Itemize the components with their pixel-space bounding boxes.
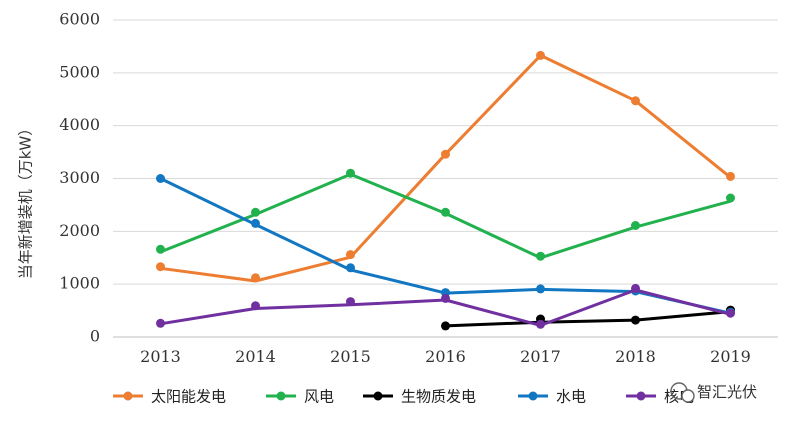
data-point [631,283,640,293]
y-axis-label: 当年新增装机（万kW） [17,121,35,280]
data-point [251,301,260,311]
data-point [631,315,640,325]
series-line [159,53,732,283]
y-tick-label: 3000 [59,168,100,187]
data-point [441,207,450,217]
data-point [156,174,165,183]
legend-swatch-marker [528,391,538,401]
series-4 [156,283,735,329]
data-point [156,262,165,272]
legend-item: 太阳能发电 [113,388,226,406]
y-tick-label: 4000 [59,115,100,134]
legend-item: 风电 [266,388,334,406]
legend-label: 风电 [304,388,334,406]
x-tick-label: 2013 [140,347,181,366]
x-tick-label: 2015 [330,347,371,366]
legend-item: 水电 [518,388,586,406]
data-point [726,193,735,203]
data-point [156,318,165,328]
data-point [346,250,355,260]
legend-swatch-marker [373,391,383,401]
legend-label: 太阳能发电 [151,388,226,406]
legend-label: 水电 [556,388,586,406]
watermark: 智汇光伏 [670,382,757,403]
x-tick-label: 2014 [235,347,276,366]
data-point [726,308,735,318]
y-tick-label: 2000 [59,221,100,240]
data-point [631,221,640,230]
legend: 太阳能发电 风电 生物质发电 水电 核电 [113,388,694,406]
data-point [156,244,165,254]
data-point [251,207,260,217]
series-lines [156,50,735,331]
series-0 [156,50,735,283]
gridlines [113,19,778,338]
y-tick-label: 5000 [59,62,100,81]
y-tick-label: 6000 [59,10,100,29]
data-point [441,293,450,303]
x-tick-label: 2017 [520,347,561,366]
y-tick-label: 0 [90,327,100,346]
series-2 [441,305,735,331]
legend-swatch-marker [636,391,646,401]
legend-item: 生物质发电 [363,388,476,406]
y-tick-label: 1000 [59,274,100,293]
data-point [346,168,355,178]
data-point [441,321,450,331]
legend-label: 生物质发电 [401,388,476,406]
watermark-text: 智汇光伏 [697,383,757,401]
legend-swatch-marker [276,391,286,401]
data-point [346,297,355,307]
data-point [726,171,735,181]
data-point [536,284,545,294]
data-point [631,96,640,106]
x-tick-label: 2016 [425,347,466,366]
data-point [536,251,545,261]
data-point [251,273,260,283]
x-tick-label: 2019 [710,347,751,366]
data-point [536,319,545,329]
data-point [346,263,355,273]
data-point [251,218,260,228]
y-tick-labels: 0 1000 2000 3000 4000 5000 6000 [59,10,100,346]
data-point [536,50,545,60]
x-tick-label: 2018 [615,347,656,366]
x-tick-labels: 2013 2014 2015 2016 2017 2018 2019 [140,347,751,366]
wechat-icon [670,382,695,403]
data-point [441,149,450,159]
series-1 [156,168,735,261]
legend-swatch-marker [123,391,133,401]
series-line [444,310,732,328]
